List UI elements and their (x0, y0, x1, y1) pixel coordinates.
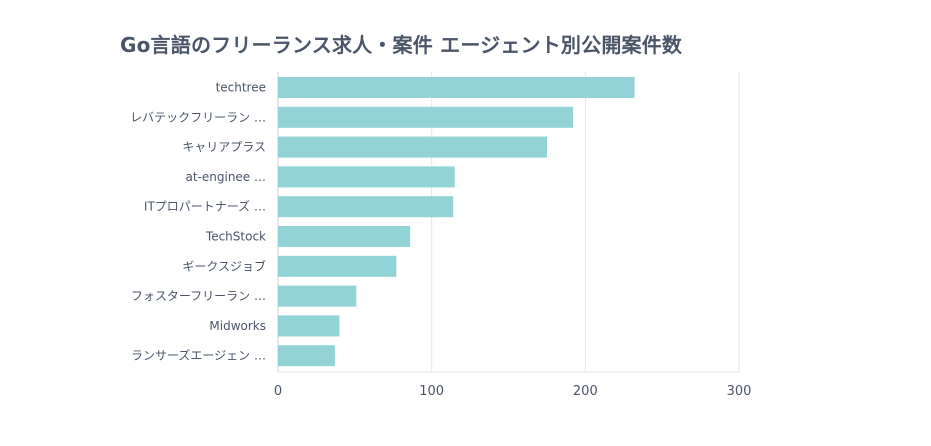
bar[interactable] (278, 77, 635, 98)
category-label: レバテックフリーラン … (130, 110, 266, 124)
x-axis-tick-layer: 0 100 200 300 (274, 384, 752, 399)
category-label: ギークスジョブ (182, 258, 266, 273)
category-label: TechStock (205, 230, 266, 244)
category-label: Midworks (209, 319, 266, 333)
bar-layer (278, 77, 635, 367)
x-tick-label: 300 (727, 384, 752, 399)
bar[interactable] (278, 106, 574, 128)
bar[interactable] (278, 255, 397, 277)
chart-title: Go言語のフリーランス求人・案件 エージェント別公開案件数 (120, 33, 683, 57)
x-tick-label: 100 (419, 384, 444, 399)
bar[interactable] (278, 136, 547, 158)
bar[interactable] (278, 285, 357, 307)
category-label: at-enginee … (185, 170, 266, 184)
category-label: ITプロパートナーズ … (144, 199, 266, 214)
x-tick-label: 0 (274, 384, 282, 399)
category-label-layer: techtree レバテックフリーラン … キャリアプラス at-enginee … I… (130, 81, 266, 363)
bar[interactable] (278, 345, 335, 367)
bar[interactable] (278, 166, 455, 188)
category-label: ランサーズエージェン … (131, 348, 266, 363)
category-label: フォスターフリーラン … (131, 289, 266, 303)
bar[interactable] (278, 226, 411, 247)
bar[interactable] (278, 315, 340, 337)
bar[interactable] (278, 196, 454, 218)
category-label: techtree (216, 81, 266, 95)
x-tick-label: 200 (573, 384, 598, 399)
category-label: キャリアプラス (182, 140, 266, 154)
